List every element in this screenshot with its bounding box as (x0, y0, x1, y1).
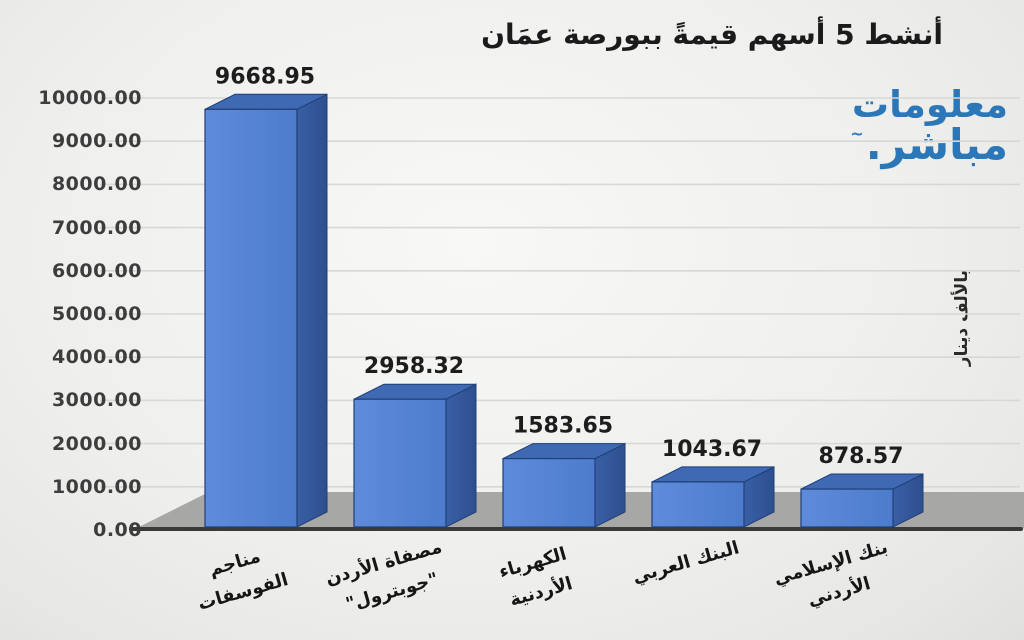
bar-value-label: 1583.65 (513, 414, 613, 439)
y-tick-label: 7000.00 (51, 216, 142, 239)
bar-value-label: 2958.32 (364, 354, 464, 379)
y-tick-label: 8000.00 (51, 173, 142, 196)
logo-line2: مباشر. (865, 119, 1008, 169)
bar-3d: 878.57 (800, 444, 924, 528)
bar-front-face (502, 457, 596, 528)
y-tick-label: 5000.00 (51, 303, 142, 325)
bar-front-face (353, 398, 447, 528)
y-tick-label: 10000.00 (38, 87, 142, 109)
bar-value-label: 1043.67 (662, 437, 762, 462)
y-tick-label: 2000.00 (51, 432, 142, 455)
bar-value-label: 9668.95 (215, 64, 315, 89)
bar-front-face (800, 488, 894, 528)
y-tick-label: 6000.00 (51, 259, 142, 282)
y-tick-label: 3000.00 (51, 389, 142, 412)
bar-value-label: 878.57 (819, 444, 904, 469)
bar-front-face (204, 108, 298, 528)
y-tick-label: 1000.00 (51, 475, 142, 498)
mubasher-logo: معلومات ~ مباشر. (850, 86, 1008, 167)
y-tick-label: 9000.00 (51, 130, 142, 153)
bar-front-face (651, 481, 745, 528)
bar-3d: 1583.65 (502, 414, 626, 528)
bar-3d: 2958.32 (353, 354, 477, 528)
logo-trademark-icon: ~ (850, 123, 864, 143)
bar-side-face (296, 93, 328, 528)
logo-line1: معلومات (851, 83, 1008, 126)
chart-title: أنشط 5 أسهم قيمةً ببورصة عمَان (481, 18, 943, 51)
y-tick-label: 0.00 (93, 519, 142, 541)
bar-3d: 1043.67 (651, 437, 775, 528)
y-tick-label: 4000.00 (51, 346, 142, 369)
bar-3d: 9668.95 (204, 64, 328, 528)
bar-side-face (445, 383, 477, 528)
